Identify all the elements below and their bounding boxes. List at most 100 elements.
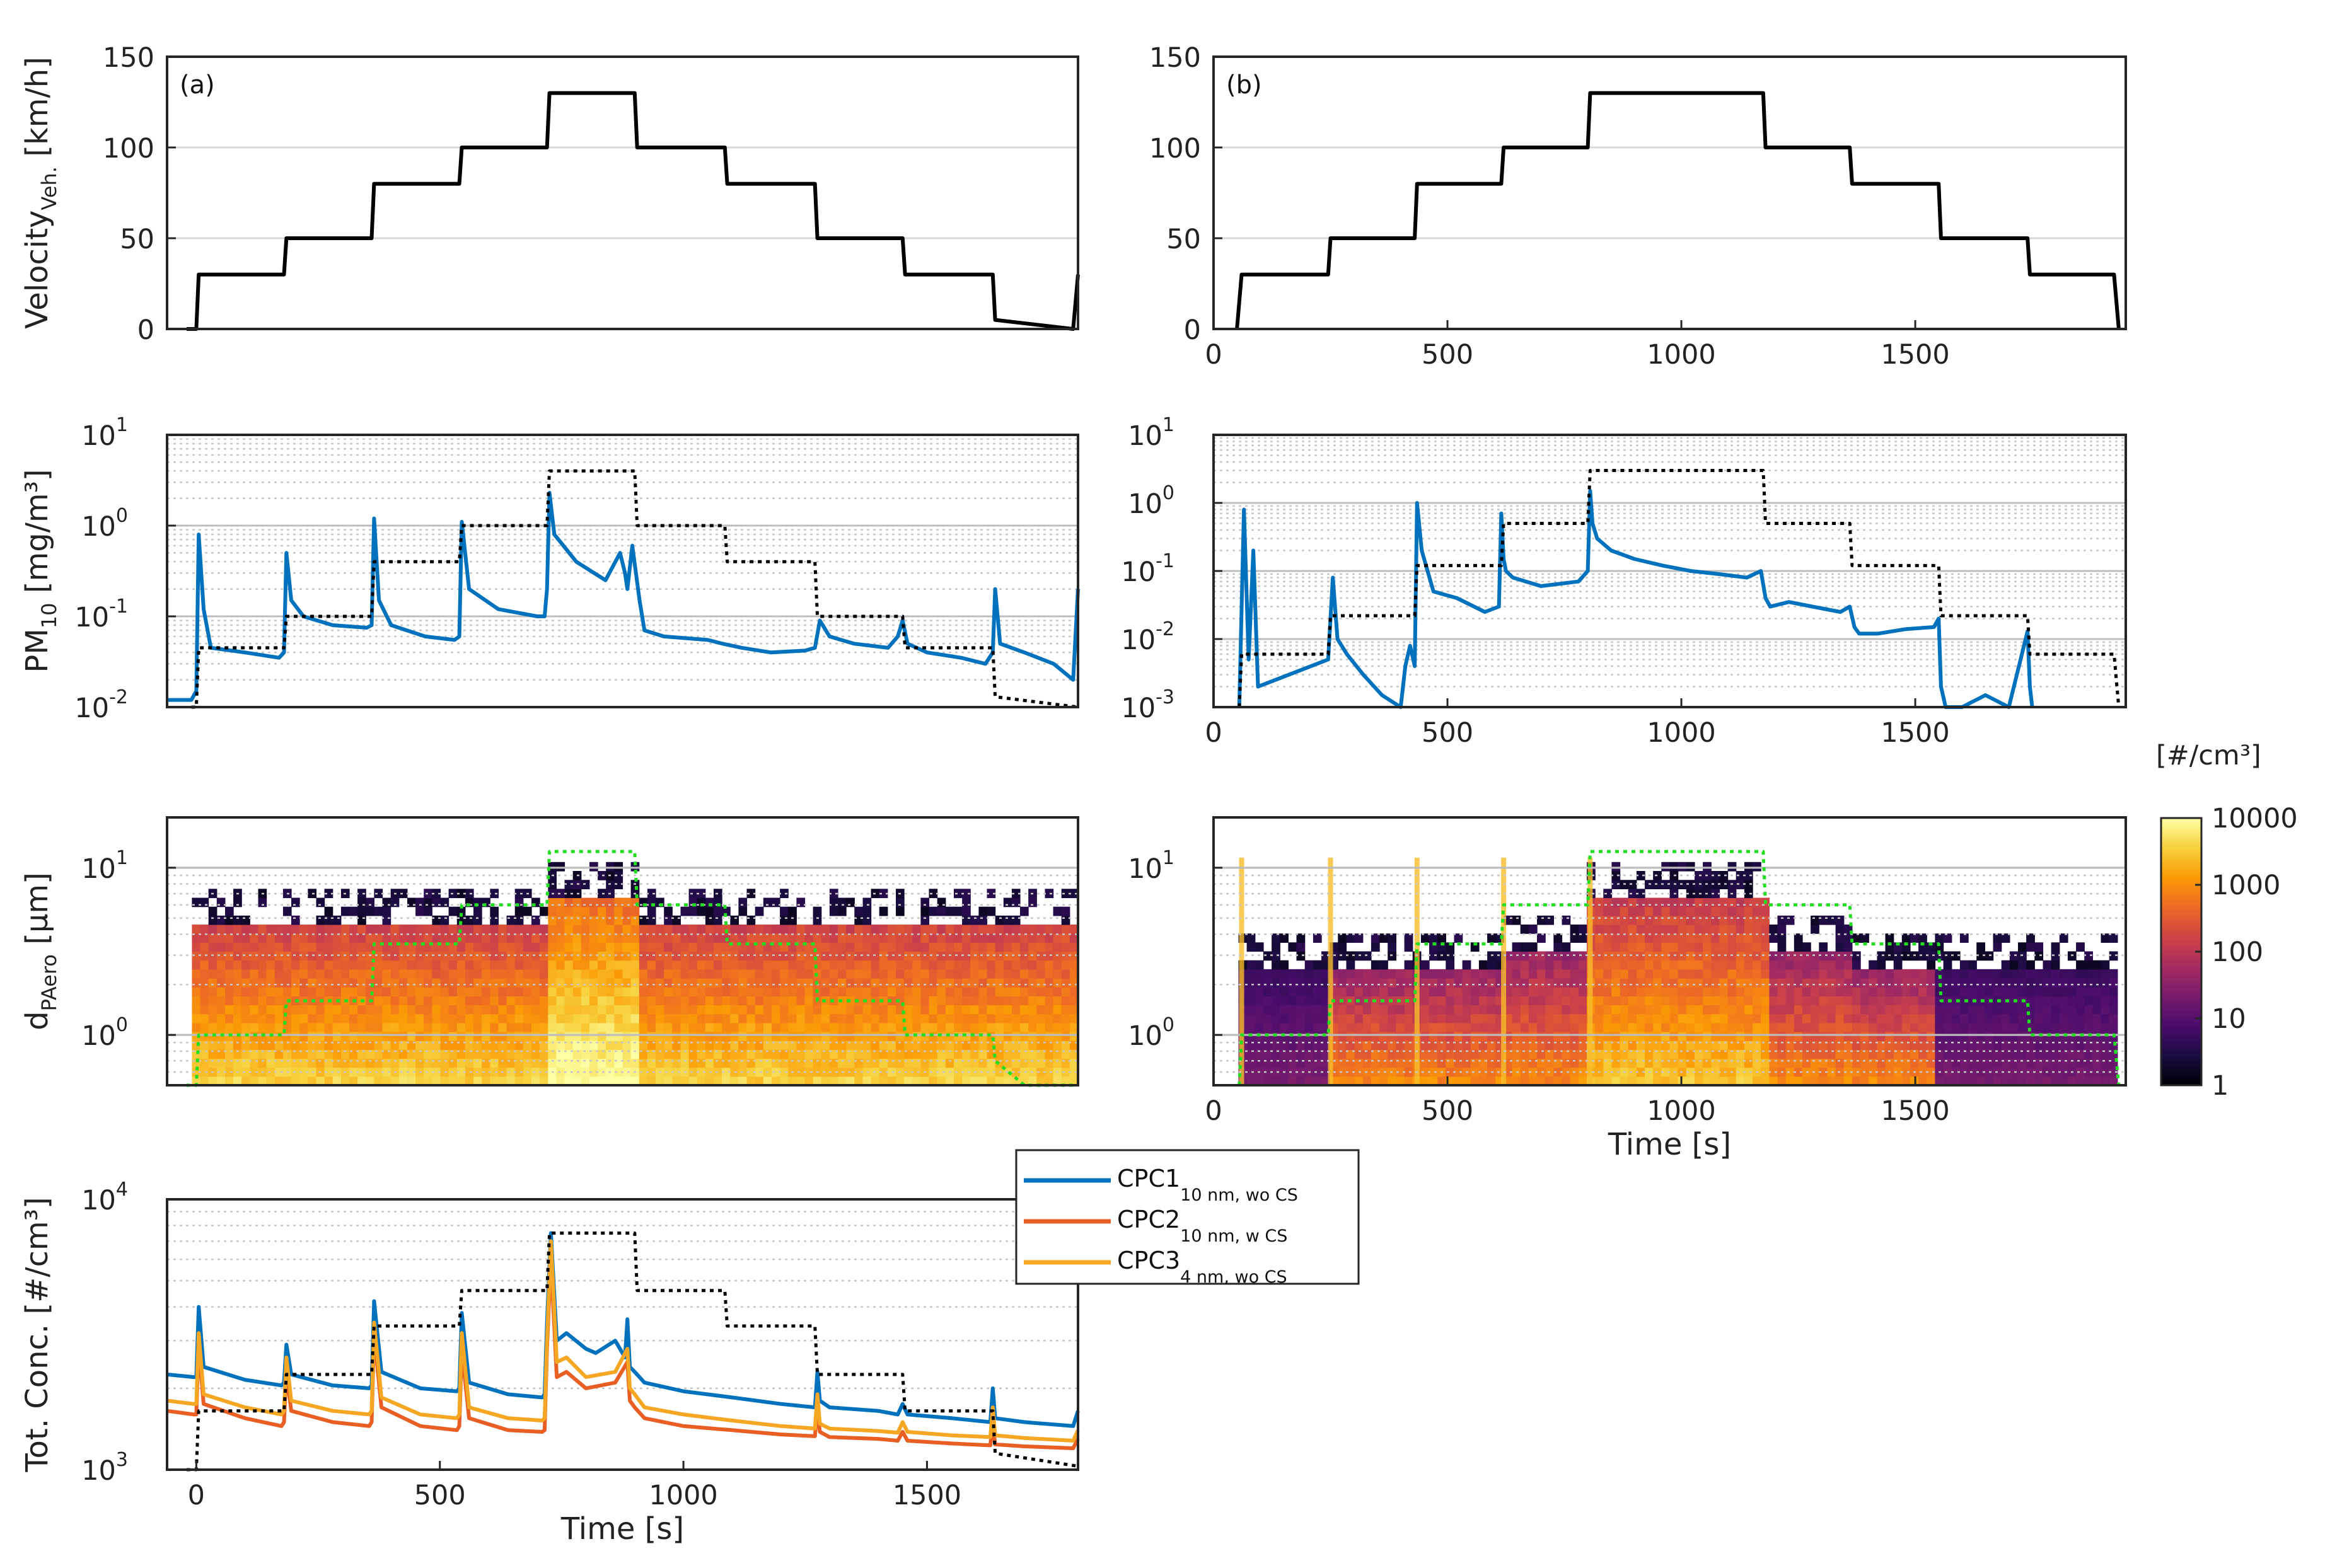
heatmap-cell bbox=[920, 906, 930, 916]
heatmap-cell bbox=[1653, 942, 1662, 952]
heatmap-cell bbox=[1959, 933, 1969, 943]
heatmap-cell bbox=[978, 915, 988, 925]
heatmap-cell bbox=[1951, 1022, 1961, 1032]
heatmap-cell bbox=[1420, 1076, 1430, 1086]
heatmap-cell bbox=[424, 960, 432, 970]
heatmap-cell bbox=[1036, 960, 1045, 970]
heatmap-cell bbox=[821, 1058, 830, 1068]
heatmap-cell bbox=[846, 897, 855, 908]
heatmap-cell bbox=[639, 942, 648, 952]
heatmap-cell bbox=[598, 1067, 606, 1077]
heatmap-cell bbox=[506, 942, 516, 952]
heatmap-cell bbox=[1628, 1013, 1637, 1023]
heatmap-cell bbox=[2084, 1005, 2093, 1015]
heatmap-cell bbox=[473, 906, 482, 916]
heatmap-cell bbox=[1628, 925, 1637, 934]
heatmap-cell bbox=[937, 1013, 946, 1023]
heatmap-cell bbox=[589, 1076, 598, 1086]
heatmap-cell bbox=[680, 1013, 690, 1023]
heatmap-cell bbox=[879, 925, 888, 934]
heatmap-cell bbox=[407, 1076, 416, 1086]
heatmap-cell bbox=[1910, 1005, 1919, 1015]
heatmap-cell bbox=[746, 1005, 756, 1015]
heatmap-cell bbox=[1777, 942, 1787, 952]
y-tick-label: 10-1 bbox=[74, 596, 128, 633]
heatmap-cell bbox=[1454, 978, 1463, 988]
heatmap-cell bbox=[1695, 1076, 1703, 1086]
heatmap-cell bbox=[622, 1076, 632, 1086]
heatmap-cell bbox=[714, 960, 722, 970]
heatmap-cell bbox=[589, 925, 598, 934]
heatmap-cell bbox=[1885, 987, 1894, 996]
heatmap-cell bbox=[1304, 978, 1314, 988]
heatmap-cell bbox=[316, 1022, 325, 1032]
heatmap-cell bbox=[1927, 1005, 1936, 1015]
heatmap-cell bbox=[1478, 1005, 1488, 1015]
heatmap-cell bbox=[564, 880, 574, 889]
heatmap-cell bbox=[1272, 996, 1280, 1006]
heatmap-cell bbox=[324, 1022, 333, 1032]
heatmap-cell bbox=[1968, 960, 1977, 970]
heatmap-cell bbox=[274, 933, 284, 943]
heatmap-cell bbox=[1777, 925, 1787, 934]
heatmap-cell bbox=[2034, 1041, 2044, 1050]
heatmap-cell bbox=[1437, 978, 1446, 988]
heatmap-cell bbox=[274, 1005, 284, 1015]
heatmap-cell bbox=[813, 1022, 822, 1032]
heatmap-cell bbox=[1028, 951, 1037, 961]
heatmap-cell bbox=[581, 942, 590, 952]
heatmap-cell bbox=[216, 987, 226, 996]
heatmap-cell bbox=[1346, 951, 1355, 961]
heatmap-cell bbox=[813, 915, 822, 925]
heatmap-cell bbox=[755, 960, 764, 970]
heatmap-cell bbox=[1927, 978, 1936, 988]
heatmap-cell bbox=[2084, 1013, 2093, 1023]
heatmap-cell bbox=[282, 1049, 292, 1059]
heatmap-cell bbox=[630, 1022, 640, 1032]
heatmap-cell bbox=[440, 951, 449, 961]
heatmap-cell bbox=[2059, 933, 2068, 943]
heatmap-cell bbox=[2084, 1076, 2093, 1086]
heatmap-cell bbox=[424, 969, 432, 979]
heatmap-cell bbox=[1454, 1032, 1463, 1041]
heatmap-cell bbox=[498, 996, 507, 1006]
heatmap-cell bbox=[1280, 1005, 1289, 1015]
heatmap-cell bbox=[2092, 1022, 2102, 1032]
heatmap-cell bbox=[357, 1058, 366, 1068]
heatmap-cell bbox=[680, 996, 690, 1006]
heatmap-cell bbox=[1645, 1005, 1654, 1015]
heatmap-cell bbox=[1968, 1076, 1977, 1086]
heatmap-cell bbox=[1636, 978, 1645, 988]
heatmap-cell bbox=[879, 960, 888, 970]
heatmap-cell bbox=[490, 960, 499, 970]
heatmap-cell bbox=[1744, 996, 1753, 1006]
heatmap-cell bbox=[912, 942, 921, 952]
heatmap-cell bbox=[1036, 996, 1045, 1006]
heatmap-cell bbox=[929, 1013, 938, 1023]
heatmap-cell bbox=[2092, 1058, 2102, 1068]
heatmap-cell bbox=[2059, 1067, 2068, 1077]
heatmap-cell bbox=[1487, 969, 1496, 979]
heatmap-cell bbox=[1562, 1058, 1571, 1068]
heatmap-cell bbox=[1761, 996, 1770, 1006]
heatmap-cell bbox=[1487, 1013, 1496, 1023]
heatmap-cell bbox=[995, 915, 1004, 925]
heatmap-cell bbox=[2092, 978, 2102, 988]
heatmap-cell bbox=[1611, 897, 1621, 908]
heatmap-cell bbox=[340, 1005, 350, 1015]
heatmap-cell bbox=[1487, 1005, 1496, 1015]
heatmap-cell bbox=[2067, 1076, 2077, 1086]
heatmap-cell bbox=[1446, 1067, 1455, 1077]
heatmap-cell bbox=[1045, 1041, 1054, 1050]
heatmap-cell bbox=[978, 1022, 988, 1032]
heatmap-cell bbox=[1985, 978, 1994, 988]
heatmap-cell bbox=[2109, 1076, 2118, 1086]
heatmap-cell bbox=[1852, 987, 1861, 996]
heatmap-cell bbox=[672, 1058, 681, 1068]
heatmap-cell bbox=[1669, 960, 1679, 970]
heatmap-cell bbox=[506, 969, 516, 979]
heatmap-cell bbox=[564, 1058, 574, 1068]
heatmap-cell bbox=[1603, 1032, 1613, 1041]
heatmap-cell bbox=[1313, 1049, 1322, 1059]
heatmap-cell bbox=[1976, 1067, 1985, 1077]
